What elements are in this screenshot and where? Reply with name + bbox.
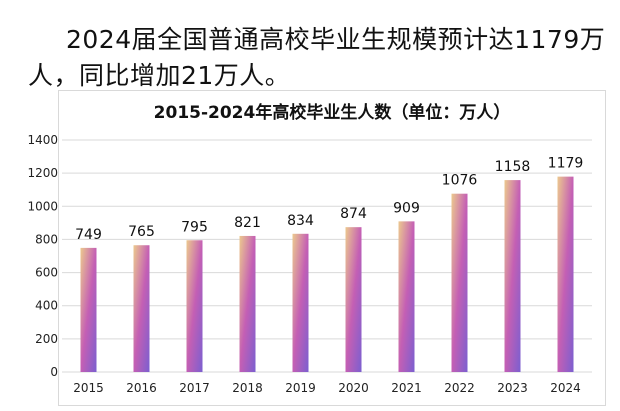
value-label-2019: 834 <box>287 213 314 229</box>
value-label-2021: 909 <box>393 200 420 216</box>
value-label-2024: 1179 <box>548 156 584 172</box>
x-tick-label-2017: 2017 <box>179 381 210 395</box>
x-tick-label-2015: 2015 <box>73 381 104 395</box>
x-tick-label-2019: 2019 <box>285 381 316 395</box>
value-label-2016: 765 <box>128 224 155 240</box>
bar-2017 <box>186 240 203 372</box>
bar-2023 <box>504 180 521 372</box>
bar-2020 <box>345 227 362 372</box>
headline: 2024届全国普通高校毕业生规模预计达1179万人，同比增加21万人。 <box>28 25 606 90</box>
y-tick-label: 200 <box>35 332 58 346</box>
bar-2018 <box>239 235 256 372</box>
bar-2021 <box>398 221 415 372</box>
value-label-2022: 1076 <box>442 173 478 189</box>
x-tick-label-2022: 2022 <box>444 381 475 395</box>
bar-2022 <box>451 193 468 372</box>
y-tick-label: 400 <box>35 299 58 313</box>
y-tick-label: 600 <box>35 266 58 280</box>
y-tick-label: 1200 <box>27 166 58 180</box>
value-label-2015: 749 <box>75 227 102 243</box>
x-tick-label-2021: 2021 <box>391 381 422 395</box>
value-label-2018: 821 <box>234 215 261 231</box>
y-tick-label: 1000 <box>27 199 58 213</box>
x-tick-label-2023: 2023 <box>497 381 528 395</box>
bar-2015 <box>80 247 97 372</box>
bar-2016 <box>133 245 150 372</box>
x-tick-label-2016: 2016 <box>126 381 157 395</box>
bar-2024 <box>557 176 574 372</box>
x-tick-label-2018: 2018 <box>232 381 263 395</box>
value-label-2017: 795 <box>181 219 208 235</box>
y-tick-label: 0 <box>50 365 58 379</box>
y-tick-label: 1400 <box>27 133 58 147</box>
value-label-2023: 1158 <box>495 159 531 175</box>
y-tick-label: 800 <box>35 232 58 246</box>
chart-title: 2015-2024年高校毕业生人数（单位：万人） <box>153 103 511 123</box>
x-tick-label-2020: 2020 <box>338 381 369 395</box>
x-tick-label-2024: 2024 <box>550 381 581 395</box>
bar-2019 <box>292 233 309 372</box>
value-label-2020: 874 <box>340 206 367 222</box>
